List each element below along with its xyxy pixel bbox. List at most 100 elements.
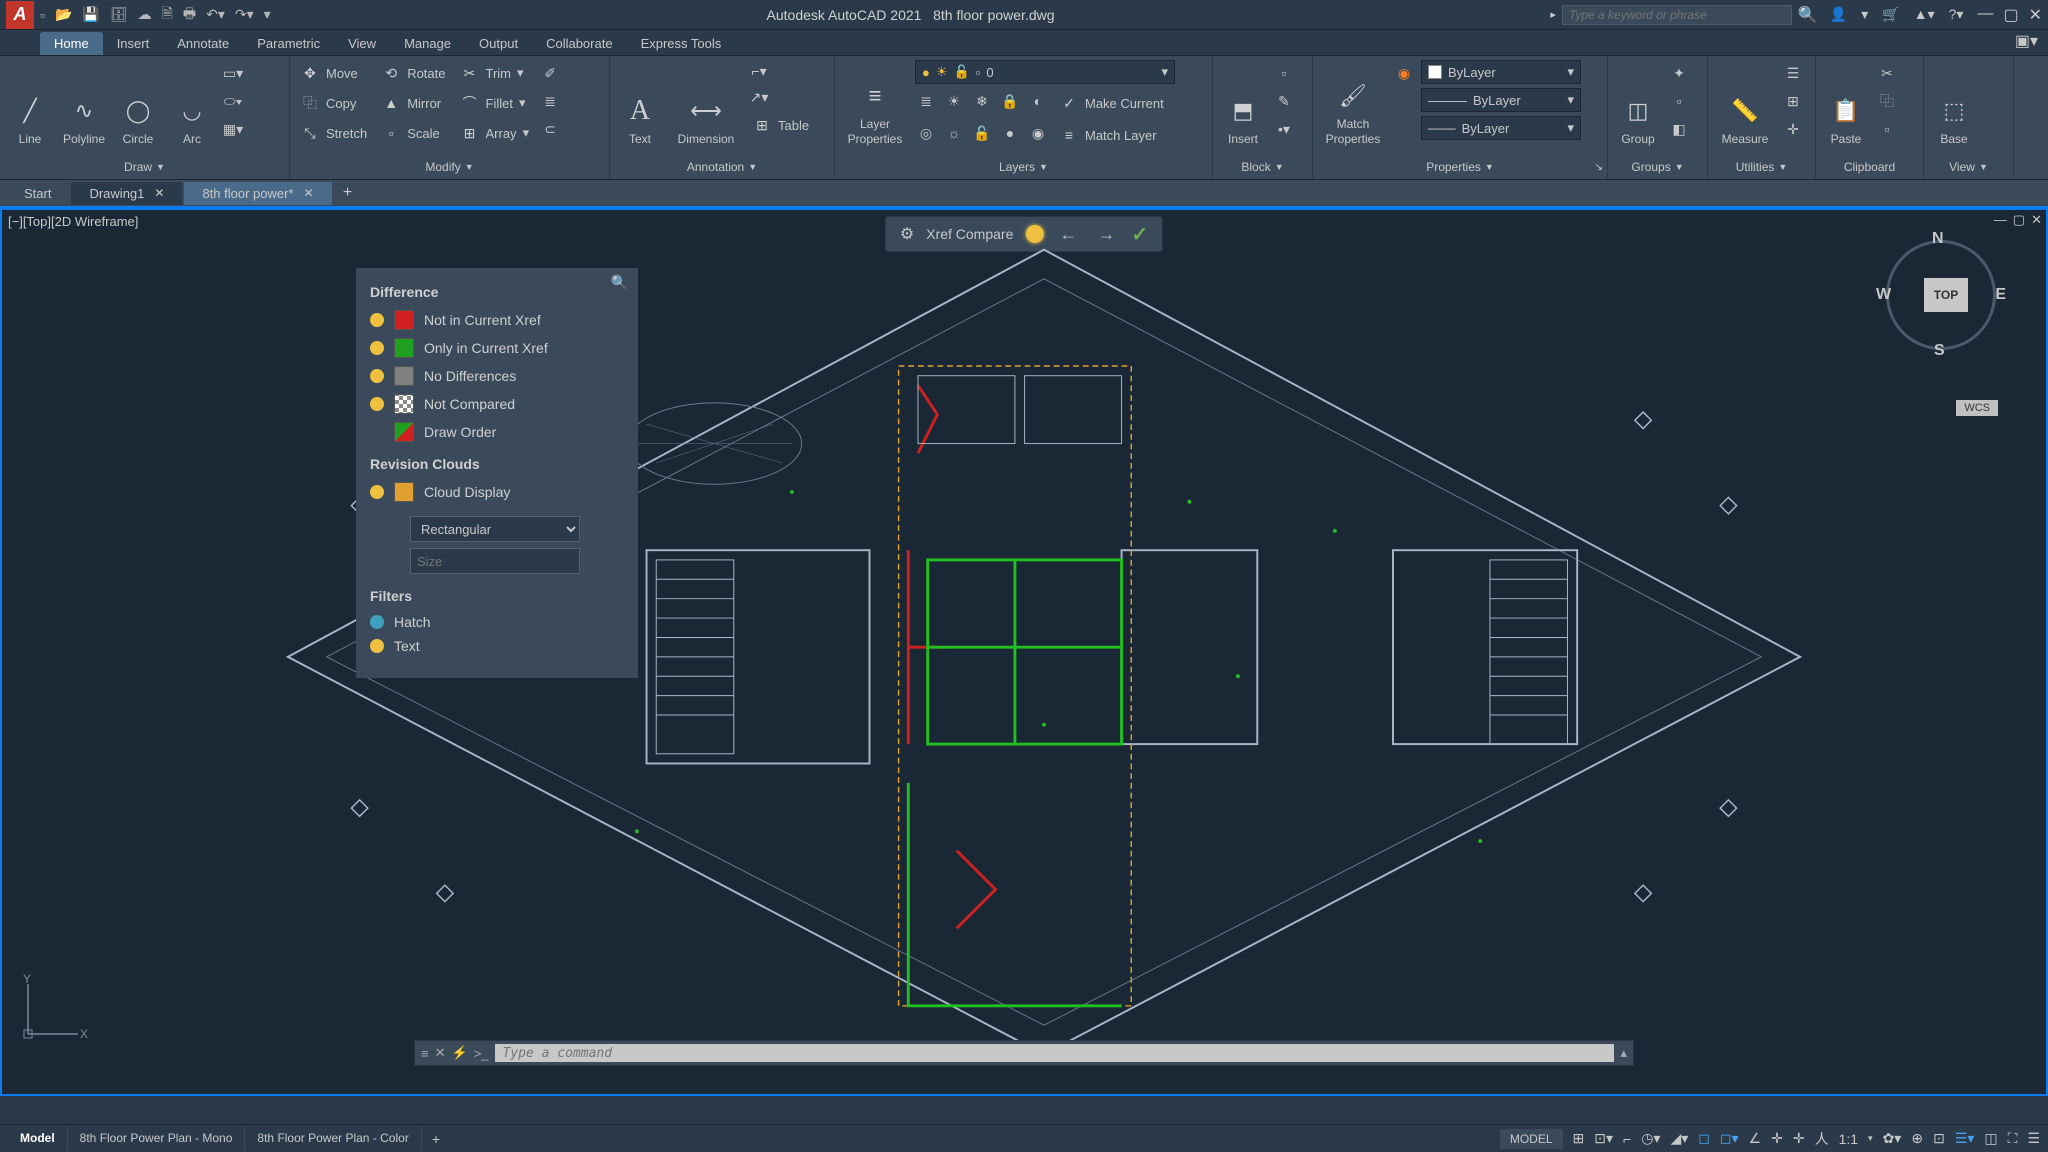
lineweight-dropdown[interactable]: ———ByLayer▾: [1421, 88, 1581, 112]
erase-icon[interactable]: ✐: [539, 62, 561, 84]
util-3-icon[interactable]: ✛: [1782, 118, 1804, 140]
cmd-close-icon[interactable]: ✕: [435, 1045, 446, 1061]
undo-icon[interactable]: ↶▾: [206, 6, 225, 23]
gear-icon[interactable]: ✿▾: [1883, 1130, 1902, 1147]
otrack-icon[interactable]: ∠: [1749, 1130, 1762, 1147]
layer-properties-button[interactable]: ≡LayerProperties: [841, 60, 909, 150]
rotate-button[interactable]: ⟲Rotate: [377, 60, 449, 86]
command-input[interactable]: [495, 1044, 1615, 1062]
add-layout-button[interactable]: +: [422, 1127, 450, 1151]
filter-hatch[interactable]: Hatch: [370, 614, 624, 630]
search-arrow-icon[interactable]: ▸: [1550, 8, 1556, 21]
polar-icon[interactable]: ◷▾: [1641, 1130, 1660, 1147]
layer-walk-icon[interactable]: ◉: [1027, 122, 1049, 144]
layer-iso-icon[interactable]: ☀: [943, 90, 965, 112]
make-current-button[interactable]: ✓Make Current: [1055, 90, 1168, 116]
layer-thaw-icon[interactable]: ☼: [943, 122, 965, 144]
app-logo[interactable]: A: [6, 1, 34, 29]
bulb-icon[interactable]: [370, 341, 384, 355]
file-tab-drawing1[interactable]: Drawing1✕: [71, 182, 182, 205]
saveas-icon[interactable]: 🗄: [110, 6, 128, 23]
base-button[interactable]: ⬚Base: [1930, 60, 1978, 150]
ribbon-tab-parametric[interactable]: Parametric: [243, 32, 334, 55]
ribbon-tab-output[interactable]: Output: [465, 32, 532, 55]
group-sel-icon[interactable]: ◧: [1668, 118, 1690, 140]
share-icon[interactable]: ☁: [138, 6, 152, 23]
leader-icon[interactable]: ⌐▾: [748, 60, 770, 82]
polyline-button[interactable]: ∿Polyline: [60, 60, 108, 150]
group-button[interactable]: ◫Group: [1614, 60, 1662, 150]
stretch-button[interactable]: ⤡Stretch: [296, 120, 371, 146]
bulb-icon[interactable]: [370, 313, 384, 327]
bulb-icon[interactable]: [370, 369, 384, 383]
ribbon-tab-annotate[interactable]: Annotate: [163, 32, 243, 55]
bulb-icon[interactable]: [1025, 225, 1043, 243]
viewcube-face[interactable]: TOP: [1924, 278, 1968, 312]
circle-button[interactable]: ◯Circle: [114, 60, 162, 150]
clean-screen-icon[interactable]: ⛶: [2008, 1130, 2018, 1147]
group-edit-icon[interactable]: ▫: [1668, 90, 1690, 112]
arc-button[interactable]: ◡Arc: [168, 60, 216, 150]
units-icon[interactable]: ⊕: [1911, 1130, 1923, 1147]
rect-icon[interactable]: ▭▾: [222, 62, 244, 84]
dimension-button[interactable]: ⟷Dimension: [670, 60, 742, 150]
wcs-label[interactable]: WCS: [1956, 400, 1998, 416]
cmd-up-icon[interactable]: ▴: [1620, 1045, 1627, 1061]
ungroup-icon[interactable]: ✦: [1668, 62, 1690, 84]
cloud-size-input[interactable]: [410, 548, 580, 574]
diff-row-not-in[interactable]: Not in Current Xref: [370, 310, 624, 330]
cut-icon[interactable]: ✂: [1876, 62, 1898, 84]
viewcube[interactable]: TOP N S E W: [1876, 230, 2006, 360]
quickprop-icon[interactable]: ⊡: [1933, 1130, 1945, 1147]
isolate-icon[interactable]: ◫: [1984, 1130, 1997, 1147]
move-button[interactable]: ✥Move: [296, 60, 371, 86]
layout-model[interactable]: Model: [8, 1127, 68, 1151]
ellipse-icon[interactable]: ⬭▾: [222, 90, 244, 112]
layout-mono[interactable]: 8th Floor Power Plan - Mono: [68, 1127, 246, 1151]
maximize-icon[interactable]: ▢: [2003, 5, 2018, 25]
qat-more-icon[interactable]: ▾: [264, 6, 271, 23]
user-icon[interactable]: 👤: [1830, 6, 1847, 23]
cmd-customize-icon[interactable]: ⚡: [452, 1045, 468, 1061]
measure-button[interactable]: 📏Measure: [1714, 60, 1776, 150]
match-layer-button[interactable]: ≡Match Layer: [1055, 122, 1161, 148]
close-tab-icon[interactable]: ✕: [154, 186, 164, 200]
ortho-icon[interactable]: ⌐: [1623, 1131, 1631, 1147]
insert-button[interactable]: ⬒Insert: [1219, 60, 1267, 150]
layer-prev-icon[interactable]: ≣: [915, 90, 937, 112]
file-tab-start[interactable]: Start: [6, 182, 69, 205]
autodesk-icon[interactable]: ▲▾: [1914, 6, 1935, 23]
layout-color[interactable]: 8th Floor Power Plan - Color: [245, 1127, 421, 1151]
prev-diff-icon[interactable]: ←: [1055, 224, 1081, 245]
file-tab-current[interactable]: 8th floor power*✕: [184, 182, 331, 205]
vp-min-icon[interactable]: —: [1994, 212, 2007, 228]
text-button[interactable]: AText: [616, 60, 664, 150]
util-2-icon[interactable]: ⊞: [1782, 90, 1804, 112]
util-1-icon[interactable]: ☰: [1782, 62, 1804, 84]
dynamic-input-icon[interactable]: 人: [1815, 1129, 1829, 1149]
layer-unlock-icon[interactable]: 🔓: [971, 122, 993, 144]
gear-icon[interactable]: ⚙: [900, 224, 914, 244]
new-icon[interactable]: ▫: [40, 7, 45, 23]
bulb-icon[interactable]: [370, 397, 384, 411]
model-space-button[interactable]: MODEL: [1500, 1129, 1563, 1149]
next-diff-icon[interactable]: →: [1093, 224, 1119, 245]
fillet-button[interactable]: ⌒Fillet▾: [456, 90, 534, 116]
drawing-canvas[interactable]: [−][Top][2D Wireframe] — ▢ ✕ ⚙ Xref Comp…: [0, 208, 2048, 1096]
redo-icon[interactable]: ↷▾: [235, 6, 254, 23]
viewcube-west[interactable]: W: [1876, 286, 1891, 304]
ribbon-tab-home[interactable]: Home: [40, 32, 103, 55]
color-wheel-icon[interactable]: ◉: [1393, 62, 1415, 84]
paste-spec-icon[interactable]: ▫: [1876, 118, 1898, 140]
linetype-dropdown[interactable]: ───ByLayer▾: [1421, 116, 1581, 140]
match-properties-button[interactable]: 🖌MatchProperties: [1319, 60, 1387, 150]
cart-icon[interactable]: 🛒: [1882, 6, 1899, 23]
grid-icon[interactable]: ⊞: [1573, 1130, 1585, 1147]
bulb-icon[interactable]: [370, 485, 384, 499]
mleader-icon[interactable]: ↗▾: [748, 86, 770, 108]
array-button[interactable]: ⊞Array▾: [456, 120, 534, 146]
scale-label[interactable]: 1:1: [1839, 1131, 1858, 1147]
new-tab-button[interactable]: +: [334, 184, 362, 202]
dropdown-1-icon[interactable]: ▾: [1861, 6, 1868, 23]
layer-dropdown[interactable]: ●☀🔓▫ 0 ▾: [915, 60, 1175, 84]
